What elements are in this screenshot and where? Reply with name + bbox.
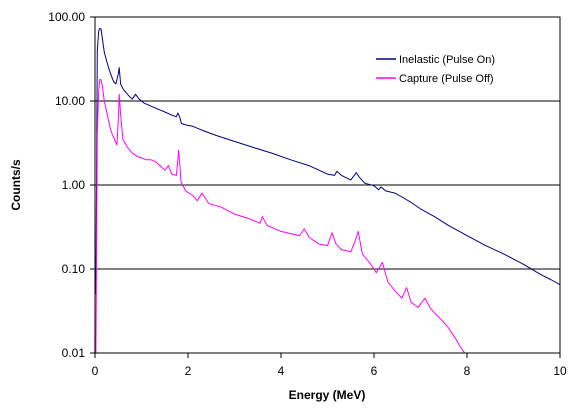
x-axis-label: Energy (MeV) — [289, 388, 366, 402]
y-axis-label: Counts/s — [9, 159, 23, 211]
tick-layer: 0 2 4 6 8 10 0.01 0.10 1.00 10.00 100.00 — [48, 10, 567, 378]
y-tick-label: 10.00 — [55, 94, 85, 108]
x-tick-label: 6 — [371, 364, 378, 378]
y-tick-label: 100.00 — [48, 10, 85, 24]
legend-label-2: Capture (Pulse Off) — [399, 73, 494, 85]
series-layer — [95, 28, 561, 354]
x-tick-label: 8 — [464, 364, 471, 378]
grid-layer — [95, 100, 560, 270]
y-tick-label: 0.01 — [62, 346, 86, 360]
x-tick-label: 4 — [278, 364, 285, 378]
x-tick-label: 0 — [92, 364, 99, 378]
series-line-2 — [95, 79, 470, 354]
x-tick-label: 10 — [553, 364, 567, 378]
legend-label-1: Inelastic (Pulse On) — [399, 54, 495, 66]
y-tick-label: 1.00 — [62, 178, 86, 192]
series-line-1 — [95, 28, 561, 295]
legend: Inelastic (Pulse On) Capture (Pulse Off) — [376, 54, 495, 85]
x-tick-label: 2 — [185, 364, 192, 378]
y-tick-label: 0.10 — [62, 262, 86, 276]
